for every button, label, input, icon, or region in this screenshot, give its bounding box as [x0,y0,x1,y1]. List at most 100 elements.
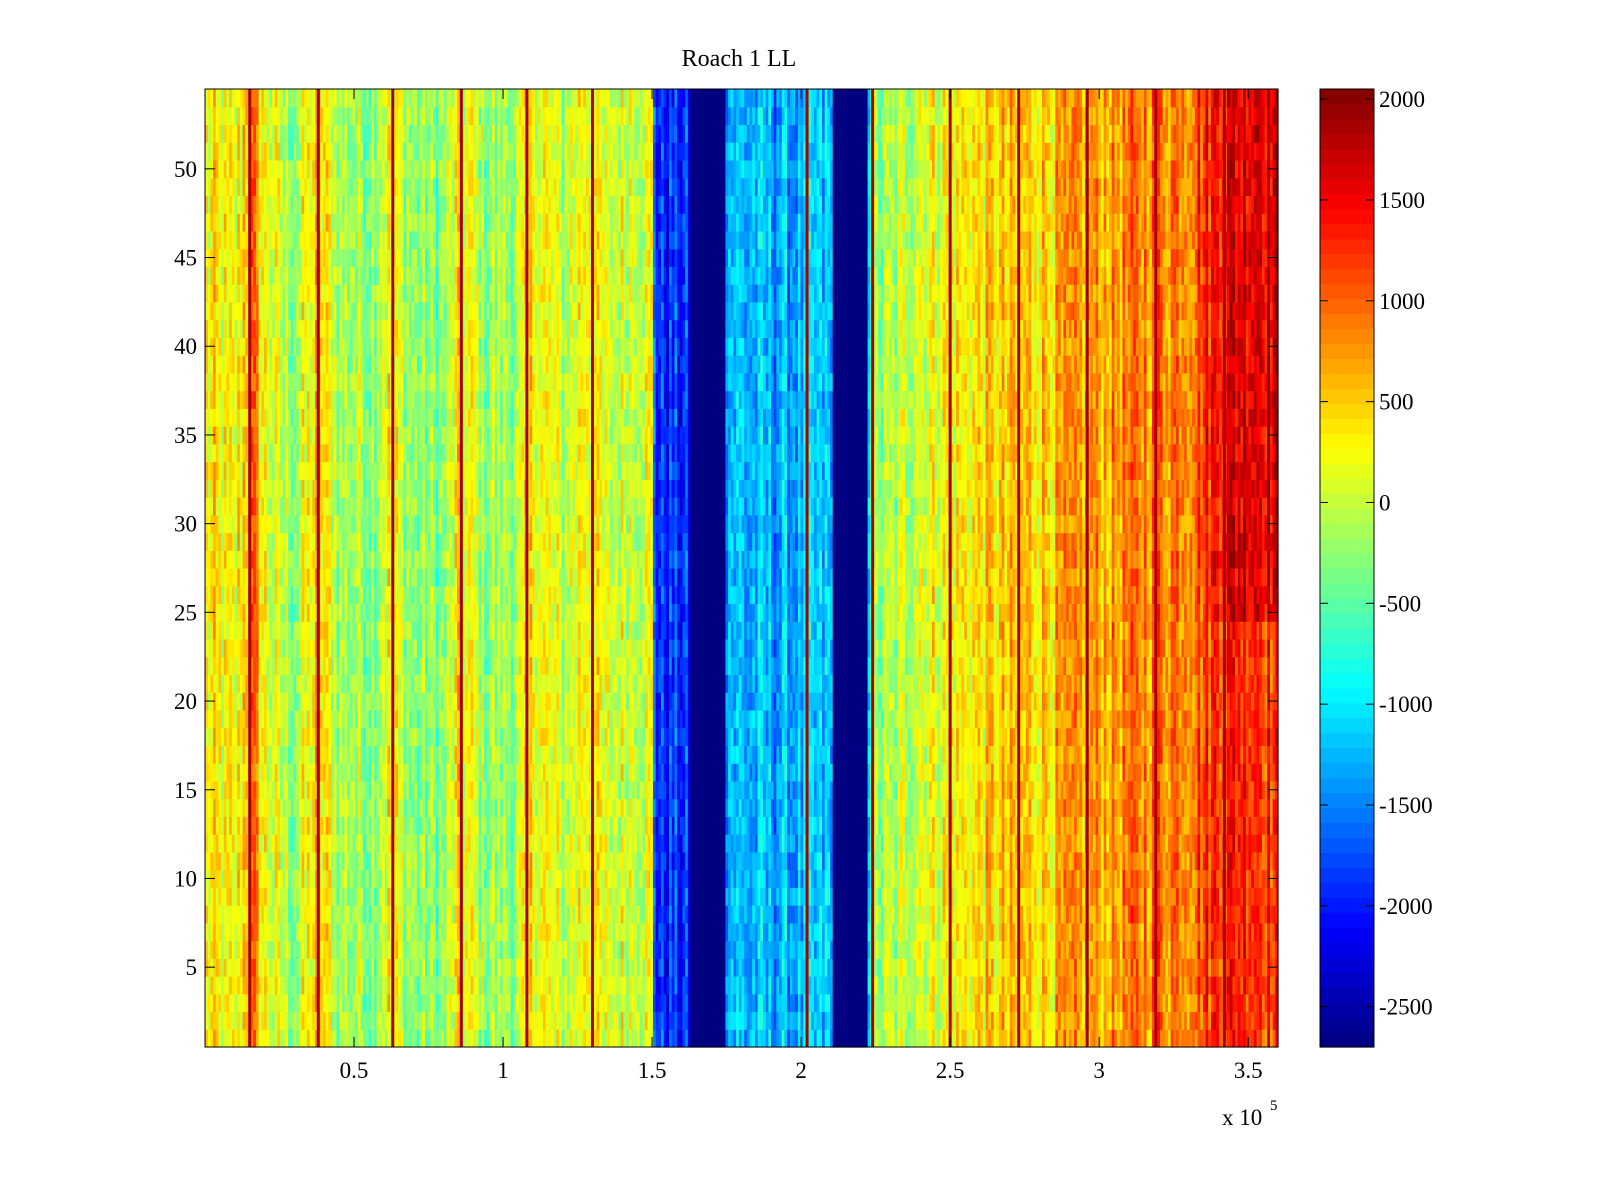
heatmap-cell [253,763,257,782]
heatmap-cell [258,408,262,427]
heatmap-cell [229,709,233,729]
heatmap-cell [218,248,222,268]
heatmap-cell [312,390,316,409]
heatmap-cell [280,568,284,587]
heatmap-cell [349,266,354,285]
heatmap-cell [341,940,346,959]
heatmap-cell [347,89,351,108]
heatmap-cell [242,301,246,321]
heatmap-cell [347,195,351,214]
heatmap-cell [218,124,222,143]
heatmap-cell [328,603,332,622]
heatmap-cell [213,301,217,321]
heatmap-cell [374,603,378,622]
heatmap-cell [234,550,238,569]
heatmap-cell [261,443,265,463]
heatmap-cell [371,692,375,711]
heatmap-cell [282,355,287,374]
heatmap-cell [210,993,214,1013]
heatmap-cell [266,497,270,516]
heatmap-cell [301,408,305,427]
heatmap-cell [226,426,230,445]
heatmap-cell [365,887,370,906]
heatmap-cell [306,958,311,977]
heatmap-cell [368,869,372,888]
heatmap-cell [213,213,217,232]
heatmap-cell [207,213,211,232]
heatmap-cell [341,124,346,143]
heatmap-cell [339,372,343,392]
heatmap-cell [298,674,303,693]
heatmap-cell [323,284,327,303]
heatmap-cell [296,408,300,427]
heatmap-cell [336,638,340,658]
heatmap-cell [226,993,230,1013]
heatmap-cell [331,372,335,392]
heatmap-cell [368,851,372,871]
heatmap-cell [320,834,324,853]
heatmap-cell [314,443,319,463]
heatmap-cell [229,89,233,108]
heatmap-cell [374,479,378,498]
heatmap-cell [285,869,289,888]
heatmap-cell [320,674,324,693]
heatmap-cell [323,638,327,658]
heatmap-cell [320,284,324,303]
heatmap-cell [363,745,367,764]
heatmap-cell [266,780,270,800]
heatmap-cell [293,568,297,587]
heatmap-cell [312,568,316,587]
heatmap-cell [266,159,270,179]
heatmap-cell [221,603,225,622]
heatmap-cell [301,993,305,1013]
heatmap-cell [344,532,348,551]
heatmap-cell [306,390,311,409]
heatmap-cell [371,745,375,764]
heatmap-cell [215,816,220,835]
heatmap-cell [306,266,311,285]
heatmap-cell [205,532,209,551]
heatmap-cell [205,301,209,321]
heatmap-cell [215,248,220,268]
heatmap-cell [288,372,292,392]
heatmap-cell [226,514,230,534]
heatmap-cell [250,692,254,711]
heatmap-cell [365,159,370,179]
heatmap-cell [374,372,378,392]
heatmap-cell [221,568,225,587]
heatmap-cell [264,461,268,480]
heatmap-cell [304,177,308,197]
heatmap-cell [269,372,273,392]
heatmap-cell [285,372,289,392]
heatmap-cell [234,905,238,924]
heatmap-cell [339,479,343,498]
heatmap-cell [374,284,378,303]
heatmap-cell [226,727,230,747]
heatmap-cell [282,213,287,232]
heatmap-cell [261,195,265,214]
heatmap-cell [215,585,220,605]
heatmap-cell [269,266,273,285]
heatmap-cell [288,159,292,179]
heatmap-cell [229,426,233,445]
heatmap-cell [325,887,329,906]
heatmap-cell [285,1011,289,1030]
heatmap-cell [221,550,225,569]
heatmap-cell [312,301,316,321]
heatmap-cell [328,159,332,179]
heatmap-cell [365,337,370,356]
heatmap-cell [309,159,313,179]
heatmap-cell [357,230,362,250]
heatmap-cell [210,887,214,906]
heatmap-cell [234,621,238,640]
heatmap-cell [218,426,222,445]
heatmap-cell [239,692,244,711]
heatmap-cell [314,177,319,197]
heatmap-cell [274,834,279,853]
heatmap-cell [288,408,292,427]
heatmap-cell [237,851,241,871]
heatmap-cell [293,656,297,676]
heatmap-cell [205,89,209,108]
heatmap-cell [250,656,254,676]
heatmap-cell [363,284,367,303]
